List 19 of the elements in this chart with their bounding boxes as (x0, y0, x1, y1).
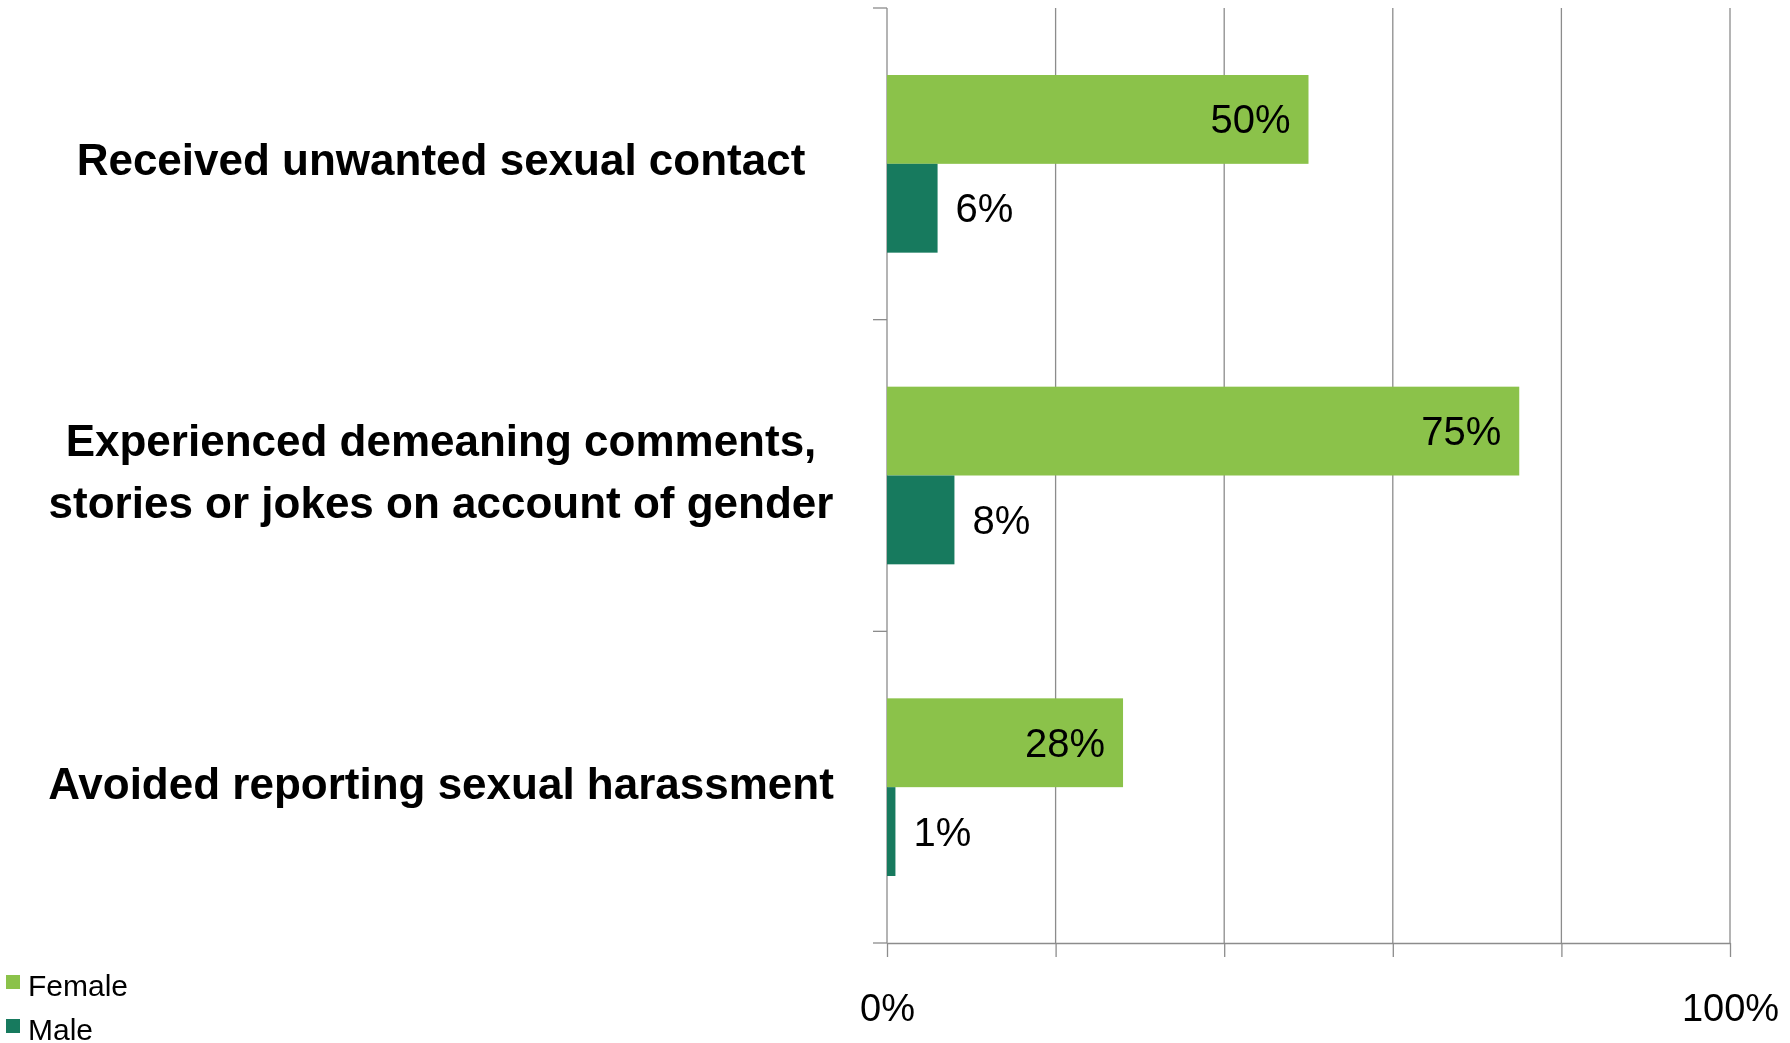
data-label: 28% (1024, 720, 1106, 765)
y-tick-label: Received unwanted sexual contact (76, 135, 806, 185)
x-tick-label: 100% (1681, 986, 1780, 1029)
data-label: 6% (955, 186, 1014, 231)
data-label: 50% (1210, 97, 1291, 142)
y-tick-label: Experienced demeaning comments, stories or jokes on account of gender (48, 415, 834, 527)
bar (887, 698, 1124, 788)
bar (887, 787, 896, 876)
bar (887, 475, 955, 565)
legend-label: Female (28, 968, 129, 1002)
bar (887, 163, 938, 253)
data-label: 8% (972, 497, 1031, 542)
data-label: 75% (1421, 409, 1502, 454)
bar (887, 386, 1520, 476)
x-tick-label: 0% (860, 986, 915, 1029)
y-tick-label: Avoided reporting sexual harassment (48, 758, 835, 808)
bar (887, 75, 1309, 164)
legend-label: Male (28, 1012, 94, 1043)
data-label: 1% (913, 809, 972, 854)
